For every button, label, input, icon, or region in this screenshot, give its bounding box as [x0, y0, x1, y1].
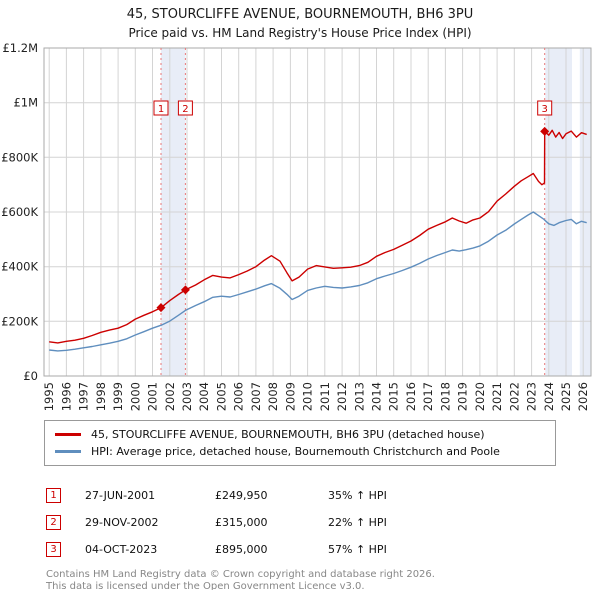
svg-text:2025: 2025 — [559, 382, 573, 411]
svg-text:2023: 2023 — [525, 382, 539, 411]
svg-text:2018: 2018 — [438, 382, 452, 411]
svg-text:2002: 2002 — [163, 382, 177, 411]
svg-text:1999: 1999 — [111, 382, 125, 411]
svg-text:2003: 2003 — [180, 382, 194, 411]
sale-price: £895,000 — [215, 543, 268, 556]
svg-text:£1.2M: £1.2M — [2, 41, 38, 55]
svg-text:1998: 1998 — [94, 382, 108, 411]
svg-text:2015: 2015 — [387, 382, 401, 411]
sale-marker-number: 3 — [46, 542, 61, 557]
license-footer: Contains HM Land Registry data © Crown c… — [46, 569, 600, 590]
page-subtitle: Price paid vs. HM Land Registry's House … — [128, 26, 472, 40]
legend-label-property: 45, STOURCLIFFE AVENUE, BOURNEMOUTH, BH6… — [91, 428, 485, 441]
legend-item-hpi: HPI: Average price, detached house, Bour… — [55, 443, 545, 460]
sale-hpi-delta: 57% ↑ HPI — [328, 543, 387, 556]
svg-text:2010: 2010 — [301, 382, 315, 411]
sales-table: 1 27-JUN-2001 £249,950 35% ↑ HPI 2 29-NO… — [46, 482, 600, 563]
sale-row-1: 1 27-JUN-2001 £249,950 35% ↑ HPI — [46, 482, 600, 509]
svg-text:1997: 1997 — [77, 382, 91, 411]
svg-text:2001: 2001 — [146, 382, 160, 411]
sale-date: 04-OCT-2023 — [85, 543, 158, 556]
svg-text:2006: 2006 — [232, 382, 246, 411]
sale-price: £315,000 — [215, 516, 268, 529]
sale-row-2: 2 29-NOV-2002 £315,000 22% ↑ HPI — [46, 509, 600, 536]
chart-header: 45, STOURCLIFFE AVENUE, BOURNEMOUTH, BH6… — [0, 0, 600, 40]
svg-text:£200K: £200K — [1, 314, 38, 328]
svg-text:2: 2 — [182, 104, 188, 115]
svg-text:2013: 2013 — [352, 382, 366, 411]
hpi-line-swatch — [55, 450, 81, 453]
svg-text:£400K: £400K — [1, 260, 38, 274]
svg-text:1995: 1995 — [42, 382, 56, 411]
sale-date: 29-NOV-2002 — [85, 516, 159, 529]
svg-text:2014: 2014 — [370, 382, 384, 411]
svg-text:£800K: £800K — [1, 150, 38, 164]
legend-item-property: 45, STOURCLIFFE AVENUE, BOURNEMOUTH, BH6… — [55, 426, 545, 443]
sale-row-3: 3 04-OCT-2023 £895,000 57% ↑ HPI — [46, 536, 600, 563]
svg-text:2012: 2012 — [335, 382, 349, 411]
svg-text:2016: 2016 — [404, 382, 418, 411]
svg-text:2005: 2005 — [215, 382, 229, 411]
svg-text:2021: 2021 — [490, 382, 504, 411]
svg-text:£0: £0 — [23, 369, 38, 383]
footer-line-1: Contains HM Land Registry data © Crown c… — [46, 569, 435, 580]
svg-text:2022: 2022 — [507, 382, 521, 411]
svg-text:2008: 2008 — [266, 382, 280, 411]
chart-legend: 45, STOURCLIFFE AVENUE, BOURNEMOUTH, BH6… — [44, 420, 556, 466]
svg-text:1: 1 — [158, 104, 164, 115]
svg-text:2019: 2019 — [456, 382, 470, 411]
svg-text:2017: 2017 — [421, 382, 435, 411]
svg-text:2024: 2024 — [542, 382, 556, 411]
svg-text:2011: 2011 — [318, 382, 332, 411]
svg-text:£600K: £600K — [1, 205, 38, 219]
legend-label-hpi: HPI: Average price, detached house, Bour… — [91, 445, 500, 458]
svg-text:2026: 2026 — [576, 382, 590, 411]
svg-text:2020: 2020 — [473, 382, 487, 411]
sale-marker-number: 1 — [46, 488, 61, 503]
svg-text:£1M: £1M — [13, 96, 38, 110]
svg-text:1996: 1996 — [59, 382, 73, 411]
sale-hpi-delta: 22% ↑ HPI — [328, 516, 387, 529]
footer-line-2: This data is licensed under the Open Gov… — [46, 581, 365, 590]
svg-text:2004: 2004 — [197, 382, 211, 411]
svg-text:2009: 2009 — [283, 382, 297, 411]
sale-price: £249,950 — [215, 489, 268, 502]
svg-text:3: 3 — [542, 104, 548, 115]
svg-text:2000: 2000 — [128, 382, 142, 411]
svg-text:2007: 2007 — [249, 382, 263, 411]
sale-hpi-delta: 35% ↑ HPI — [328, 489, 387, 502]
sale-marker-number: 2 — [46, 515, 61, 530]
sale-date: 27-JUN-2001 — [85, 489, 156, 502]
property-line-swatch — [55, 433, 81, 436]
page-title: 45, STOURCLIFFE AVENUE, BOURNEMOUTH, BH6… — [126, 7, 474, 22]
